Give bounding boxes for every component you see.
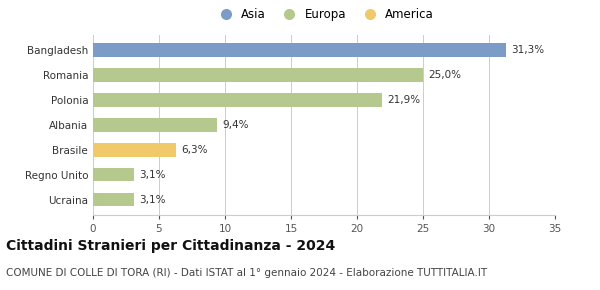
Text: COMUNE DI COLLE DI TORA (RI) - Dati ISTAT al 1° gennaio 2024 - Elaborazione TUTT: COMUNE DI COLLE DI TORA (RI) - Dati ISTA… (6, 268, 487, 278)
Bar (93, 118, 217, 132)
Text: Cittadini Stranieri per Cittadinanza - 2024: Cittadini Stranieri per Cittadinanza - 2… (6, 239, 335, 253)
Text: 9,4%: 9,4% (223, 120, 249, 130)
Bar (93, 43, 506, 57)
Text: 6,3%: 6,3% (181, 145, 208, 155)
Bar (93, 193, 134, 206)
Bar (93, 68, 423, 82)
Bar (93, 168, 134, 182)
Text: 21,9%: 21,9% (388, 95, 421, 105)
Text: 25,0%: 25,0% (428, 70, 461, 80)
Text: 31,3%: 31,3% (511, 45, 545, 55)
Text: 3,1%: 3,1% (139, 195, 166, 204)
Bar (93, 93, 382, 107)
Text: 3,1%: 3,1% (139, 170, 166, 180)
Legend: Asia, Europa, America: Asia, Europa, America (211, 5, 437, 25)
Bar (93, 143, 176, 157)
